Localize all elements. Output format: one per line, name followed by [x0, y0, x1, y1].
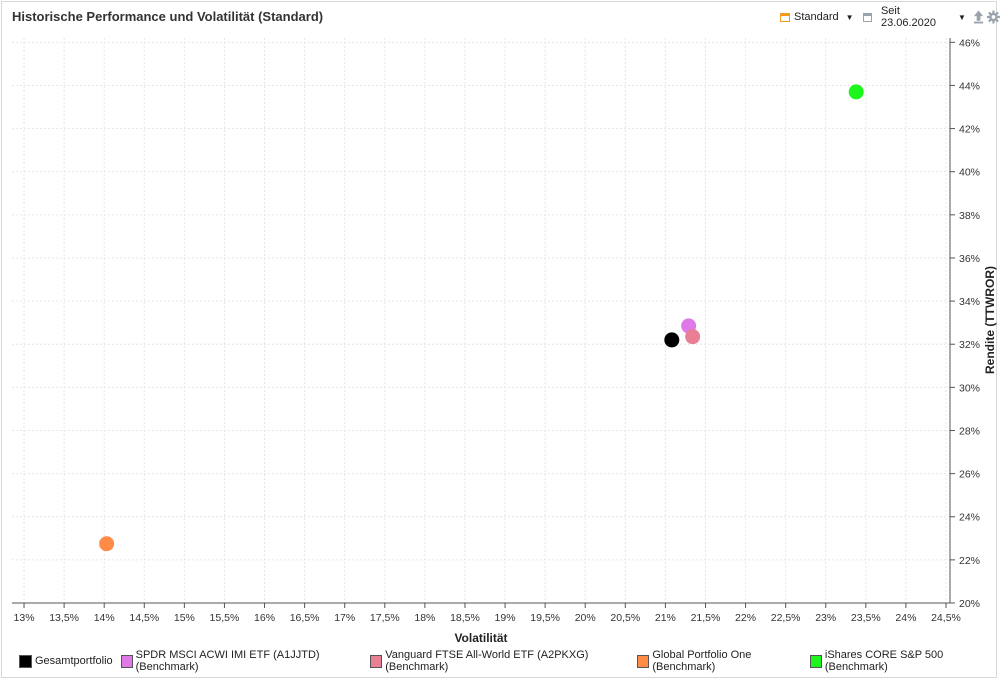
data-points — [99, 84, 864, 552]
x-tick-label: 22,5% — [771, 612, 801, 624]
legend-swatch — [370, 654, 383, 668]
chart-legend: Gesamtportfolio SPDR MSCI ACWI IMI ETF (A… — [19, 649, 1000, 673]
x-tick-label: 13% — [14, 612, 35, 624]
y-tick-label: 32% — [959, 339, 980, 351]
x-tick-label: 19% — [495, 612, 516, 624]
legend-label: SPDR MSCI ACWI IMI ETF (A1JJTD) (Benchma… — [135, 649, 320, 673]
x-axis-ticks: 13% 13,5% 14% 14,5% 15% 15,5% 16% 16,5% 17% 17,5%… — [14, 603, 961, 624]
x-axis-label: Volatilität — [454, 631, 507, 645]
y-tick-label: 20% — [959, 598, 980, 610]
y-tick-label: 46% — [959, 37, 980, 49]
chart-grid — [12, 38, 950, 604]
legend-swatch — [120, 654, 133, 668]
x-tick-label: 24% — [895, 612, 916, 624]
settings-gear-icon[interactable] — [987, 10, 1000, 24]
data-point — [664, 332, 680, 348]
legend-swatch — [19, 654, 32, 668]
chart-axes — [12, 38, 951, 604]
scatter-chart: 13% 13,5% 14% 14,5% 15% 15,5% 16% 16,5% 17% 17,5%… — [12, 37, 997, 645]
x-tick-label: 17,5% — [370, 612, 400, 624]
x-tick-label: 23% — [815, 612, 836, 624]
date-range-icon[interactable] — [862, 12, 872, 22]
calendar-icon — [780, 12, 790, 22]
legend-swatch — [637, 654, 650, 668]
y-tick-label: 28% — [959, 425, 980, 437]
dropdown-caret-icon: ▼ — [845, 12, 854, 22]
y-tick-label: 42% — [959, 124, 980, 136]
date-range-label: Seit 23.06.2020 — [880, 5, 937, 29]
y-tick-label: 38% — [959, 210, 980, 222]
chart-title: Historische Performance und Volatilität … — [12, 9, 324, 24]
profile-label: Standard — [794, 11, 839, 23]
x-tick-label: 14% — [94, 612, 115, 624]
y-tick-label: 44% — [959, 80, 980, 92]
y-tick-label: 34% — [959, 296, 980, 308]
chart-toolbar: Standard ▼ Seit 23.06.2020 ▼ — [780, 5, 1000, 29]
export-icon[interactable] — [973, 10, 984, 24]
y-tick-label: 24% — [959, 512, 980, 524]
legend-label: Global Portfolio One (Benchmark) — [652, 649, 752, 673]
x-tick-label: 24,5% — [931, 612, 961, 624]
legend-item[interactable]: Gesamtportfolio — [19, 654, 113, 668]
legend-item[interactable]: SPDR MSCI ACWI IMI ETF (A1JJTD) (Benchma… — [120, 649, 363, 673]
data-point — [685, 329, 701, 345]
y-axis-label: Rendite (TTWROR) — [983, 266, 997, 374]
legend-label: Vanguard FTSE All-World ETF (A2PKXG) (Be… — [385, 649, 589, 673]
y-axis-ticks: 20% 22% 24% 26% 28% 30% 32% 34% 36% 38% 40% 42% 44% 4… — [950, 37, 980, 610]
legend-item[interactable]: Vanguard FTSE All-World ETF (A2PKXG) (Be… — [370, 649, 629, 673]
legend-label: iShares CORE S&P 500 (Benchmark) — [824, 649, 944, 673]
chart-header: Historische Performance und Volatilität … — [12, 8, 323, 28]
x-tick-label: 15% — [174, 612, 195, 624]
x-tick-label: 21,5% — [691, 612, 721, 624]
y-tick-label: 26% — [959, 469, 980, 481]
x-tick-label: 23,5% — [851, 612, 881, 624]
data-point — [848, 84, 864, 100]
y-tick-label: 30% — [959, 382, 980, 394]
y-tick-label: 36% — [959, 253, 980, 265]
x-tick-label: 17% — [334, 612, 355, 624]
date-range-selector[interactable]: Seit 23.06.2020 ▼ — [881, 5, 966, 29]
y-tick-label: 40% — [959, 167, 980, 179]
dropdown-caret-icon: ▼ — [958, 12, 966, 22]
x-tick-label: 16% — [254, 612, 275, 624]
x-tick-label: 18,5% — [450, 612, 480, 624]
x-tick-label: 14,5% — [129, 612, 159, 624]
legend-item[interactable]: Global Portfolio One (Benchmark) — [637, 649, 802, 673]
x-tick-label: 21% — [655, 612, 676, 624]
data-point — [99, 536, 115, 552]
x-tick-label: 20% — [575, 612, 596, 624]
legend-swatch — [809, 654, 822, 668]
x-tick-label: 16,5% — [290, 612, 320, 624]
legend-item[interactable]: iShares CORE S&P 500 (Benchmark) — [809, 649, 992, 673]
x-tick-label: 15,5% — [210, 612, 240, 624]
x-tick-label: 19,5% — [530, 612, 560, 624]
x-tick-label: 22% — [735, 612, 756, 624]
y-tick-label: 22% — [959, 555, 980, 567]
legend-label: Gesamtportfolio — [35, 655, 113, 667]
x-tick-label: 18% — [414, 612, 435, 624]
profile-selector[interactable]: Standard ▼ — [780, 11, 854, 23]
x-tick-label: 13,5% — [49, 612, 79, 624]
x-tick-label: 20,5% — [610, 612, 640, 624]
